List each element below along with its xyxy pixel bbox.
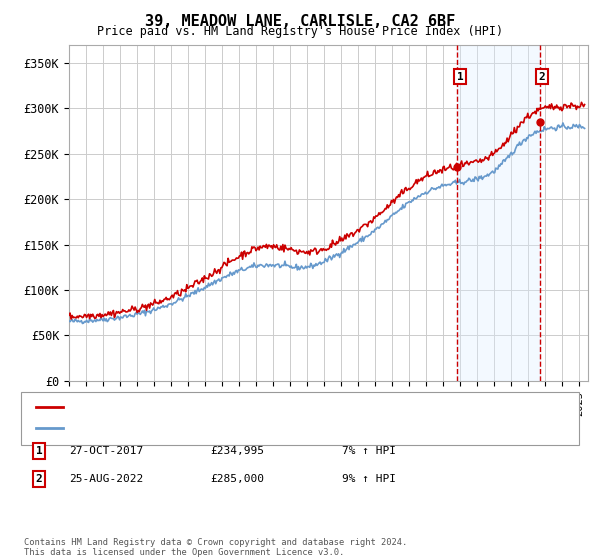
Text: 39, MEADOW LANE, CARLISLE, CA2 6BF (detached house): 39, MEADOW LANE, CARLISLE, CA2 6BF (deta…	[69, 402, 401, 412]
Text: 39, MEADOW LANE, CARLISLE, CA2 6BF: 39, MEADOW LANE, CARLISLE, CA2 6BF	[145, 14, 455, 29]
Text: Contains HM Land Registry data © Crown copyright and database right 2024.
This d: Contains HM Land Registry data © Crown c…	[24, 538, 407, 557]
Text: 2: 2	[539, 72, 545, 82]
Text: 9% ↑ HPI: 9% ↑ HPI	[342, 474, 396, 484]
Text: 1: 1	[35, 446, 43, 456]
Bar	[457, 45, 539, 381]
Text: £234,995: £234,995	[210, 446, 264, 456]
Text: HPI: Average price, detached house, Cumberland: HPI: Average price, detached house, Cumb…	[69, 423, 368, 433]
Text: 25-AUG-2022: 25-AUG-2022	[69, 474, 143, 484]
Text: 1: 1	[457, 72, 463, 82]
Text: 2: 2	[35, 474, 43, 484]
Text: 27-OCT-2017: 27-OCT-2017	[69, 446, 143, 456]
Text: Price paid vs. HM Land Registry's House Price Index (HPI): Price paid vs. HM Land Registry's House …	[97, 25, 503, 38]
Text: 7% ↑ HPI: 7% ↑ HPI	[342, 446, 396, 456]
Text: £285,000: £285,000	[210, 474, 264, 484]
